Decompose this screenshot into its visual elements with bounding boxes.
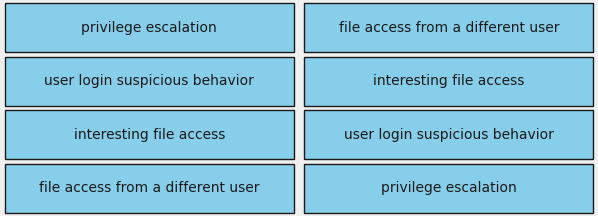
Text: user login suspicious behavior: user login suspicious behavior [344,128,554,142]
Text: privilege escalation: privilege escalation [381,181,517,195]
Text: interesting file access: interesting file access [373,74,524,88]
FancyBboxPatch shape [304,3,593,52]
Text: file access from a different user: file access from a different user [39,181,260,195]
Text: interesting file access: interesting file access [74,128,225,142]
FancyBboxPatch shape [5,110,294,159]
FancyBboxPatch shape [304,110,593,159]
FancyBboxPatch shape [5,57,294,106]
FancyBboxPatch shape [5,3,294,52]
FancyBboxPatch shape [304,164,593,213]
Text: user login suspicious behavior: user login suspicious behavior [44,74,254,88]
FancyBboxPatch shape [304,57,593,106]
Text: file access from a different user: file access from a different user [338,21,559,35]
Text: privilege escalation: privilege escalation [81,21,217,35]
FancyBboxPatch shape [5,164,294,213]
